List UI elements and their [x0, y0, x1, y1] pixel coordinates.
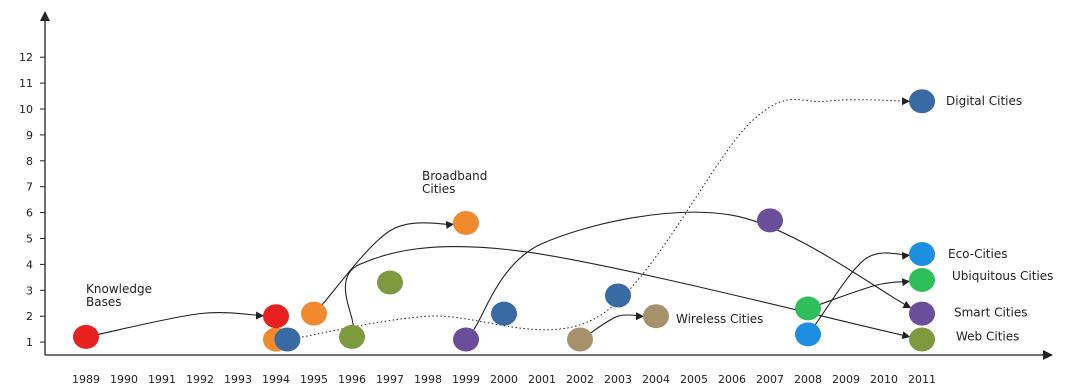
data-point [909, 267, 935, 292]
x-tick-label: 2000 [490, 373, 518, 386]
arrow [96, 311, 265, 336]
annotation-label: Broadband [422, 169, 487, 183]
y-tick-label: 12 [19, 51, 33, 64]
x-tick-label: 1990 [110, 373, 138, 386]
x-tick-label: 2004 [642, 373, 670, 386]
data-point [795, 296, 821, 321]
x-tick-label: 2001 [528, 373, 556, 386]
x-tick-label: 1994 [262, 373, 290, 386]
arrow [321, 221, 455, 306]
x-tick-label: 1989 [72, 373, 100, 386]
x-tick-label: 2011 [908, 373, 936, 386]
x-tick-label: 2008 [794, 373, 822, 386]
data-point [377, 270, 403, 295]
annotation-label: Digital Cities [946, 94, 1022, 108]
x-tick-label: 1992 [186, 373, 214, 386]
data-point [643, 304, 669, 329]
x-tick-label: 1991 [148, 373, 176, 386]
data-point [491, 301, 517, 326]
data-point [339, 324, 365, 349]
x-tick-label: 1996 [338, 373, 366, 386]
x-tick-label: 2005 [680, 373, 708, 386]
x-tick-label: 1999 [452, 373, 480, 386]
annotation-label: Cities [422, 182, 455, 196]
arrow [589, 312, 644, 335]
x-tick-label: 1997 [376, 373, 404, 386]
y-tick-label: 8 [26, 155, 33, 168]
data-point [909, 301, 935, 326]
x-tick-label: 2009 [832, 373, 860, 386]
y-tick-label: 11 [19, 77, 33, 90]
y-tick-label: 3 [26, 284, 33, 297]
x-tick-label: 1998 [414, 373, 442, 386]
data-point [909, 89, 935, 114]
arrow [344, 246, 911, 340]
data-point [453, 327, 479, 352]
x-tick-label: 2007 [756, 373, 784, 386]
data-point [301, 301, 327, 326]
data-point [263, 304, 289, 329]
annotation-label: Ubiquitous Cities [952, 269, 1053, 283]
x-tick-label: 2010 [870, 373, 898, 386]
arrow [472, 211, 912, 332]
y-tick-label: 5 [26, 233, 33, 246]
x-tick-label: 2003 [604, 373, 632, 386]
y-tick-label: 6 [26, 207, 33, 220]
annotation-label: Eco-Cities [948, 247, 1007, 261]
data-point [453, 210, 479, 235]
y-tick-label: 9 [26, 129, 33, 142]
arrow [814, 251, 911, 326]
y-tick-label: 2 [26, 310, 33, 323]
arrow [818, 278, 911, 306]
y-tick-label: 7 [26, 181, 33, 194]
data-point [73, 324, 99, 349]
x-tick-label: 2006 [718, 373, 746, 386]
data-point [605, 283, 631, 308]
data-point [274, 327, 301, 352]
annotation-label: Bases [86, 295, 121, 309]
x-tick-label: 1995 [300, 373, 328, 386]
data-point [909, 327, 935, 352]
dotted-arrow [298, 97, 910, 339]
annotation-label: Knowledge [86, 282, 152, 296]
data-point [567, 327, 593, 352]
data-point [909, 242, 935, 267]
y-tick-label: 1 [26, 336, 33, 349]
x-tick-label: 1993 [224, 373, 252, 386]
y-tick-label: 10 [19, 103, 33, 116]
data-point [757, 208, 783, 233]
y-tick-label: 4 [26, 258, 33, 271]
annotation-label: Smart Cities [954, 306, 1028, 320]
annotation-label: Web Cities [956, 330, 1019, 344]
annotation-label: Wireless Cities [676, 312, 763, 326]
data-point [795, 322, 821, 347]
x-tick-label: 2002 [566, 373, 594, 386]
